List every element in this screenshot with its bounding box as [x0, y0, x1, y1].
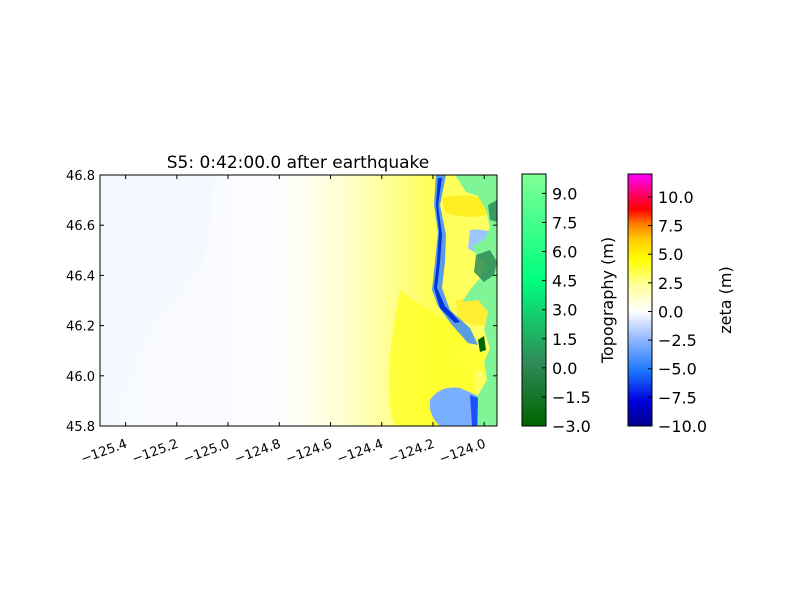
- x-tick-label: −125.2: [130, 437, 180, 468]
- zeta-colorbar-tick-label: 7.5: [658, 217, 683, 236]
- x-tick-label: −124.4: [335, 437, 385, 468]
- topography-colorbar-tick-label: −1.5: [552, 388, 591, 407]
- zeta-colorbar-tick-label: −10.0: [658, 417, 707, 436]
- zeta-colorbar-tick-label: 0.0: [658, 302, 683, 321]
- zeta-colorbar-gradient: [627, 173, 653, 427]
- x-tick-label: −125.0: [181, 437, 231, 468]
- zeta-colorbar-ticks: −10.0 −7.5 −5.0 −2.5 0.0 2.5 5.0 7.5 10.0: [648, 188, 707, 436]
- topography-colorbar-tick-label: 3.0: [552, 301, 577, 320]
- topography-colorbar-tick-label: 9.0: [552, 184, 577, 203]
- topography-colorbar-ticks: −3.0 −1.5 0.0 1.5 3.0 4.5 6.0 7.5 9.0: [542, 184, 591, 436]
- land-lowland-green: [474, 250, 497, 282]
- land-coast-dark: [478, 336, 486, 352]
- deep-ocean-region: [100, 175, 215, 426]
- x-tick-label: −124.6: [284, 437, 334, 468]
- x-tick-label: −125.4: [79, 437, 129, 468]
- x-tick-label: −124.2: [386, 437, 436, 468]
- y-tick-label: 45.8: [66, 420, 95, 435]
- yellow-wave-south: [455, 348, 490, 372]
- y-tick-label: 46.8: [66, 169, 95, 184]
- topography-colorbar-tick-label: 7.5: [552, 213, 577, 232]
- y-axis: 45.8 46.0 46.2 46.4 46.6 46.8: [66, 169, 497, 435]
- topography-colorbar-gradient: [521, 173, 547, 427]
- zeta-colorbar-tick-label: 2.5: [658, 274, 683, 293]
- topography-colorbar-tick-label: 1.5: [552, 330, 577, 349]
- topography-colorbar: −3.0 −1.5 0.0 1.5 3.0 4.5 6.0 7.5 9.0 Topography…: [521, 173, 617, 436]
- y-tick-label: 46.0: [66, 370, 95, 385]
- zeta-colorbar-tick-label: 10.0: [658, 188, 694, 207]
- yellow-wave-north: [442, 195, 488, 217]
- heatmap-field: [100, 175, 497, 426]
- topography-colorbar-tick-label: 0.0: [552, 359, 577, 378]
- chart-title: S5: 0:42:00.0 after earthquake: [167, 153, 430, 173]
- negative-wave-south: [429, 387, 478, 426]
- x-tick-label: −124.0: [438, 437, 488, 468]
- topography-colorbar-tick-label: −3.0: [552, 417, 591, 436]
- negative-wave-core: [434, 178, 460, 323]
- x-tick-label: −124.8: [233, 437, 283, 468]
- zeta-colorbar: −10.0 −7.5 −5.0 −2.5 0.0 2.5 5.0 7.5 10.0 zeta (…: [627, 173, 735, 436]
- topography-colorbar-label: Topography (m): [598, 237, 617, 364]
- topography-colorbar-tick-label: 6.0: [552, 243, 577, 262]
- topography-colorbar-tick-label: 4.5: [552, 272, 577, 291]
- plot-axes-frame: [99, 174, 498, 427]
- y-tick-label: 46.4: [66, 269, 95, 284]
- zeta-colorbar-tick-label: 5.0: [658, 245, 683, 264]
- y-tick-label: 46.6: [66, 219, 95, 234]
- y-tick-label: 46.2: [66, 320, 95, 335]
- negative-wave-band: [432, 175, 478, 345]
- land-lowland-green-north: [488, 200, 497, 222]
- zeta-colorbar-tick-label: −7.5: [658, 388, 697, 407]
- negative-wave-south-core: [470, 395, 478, 426]
- zeta-colorbar-label: zeta (m): [716, 266, 735, 333]
- zeta-colorbar-tick-label: −5.0: [658, 360, 697, 379]
- zeta-colorbar-tick-label: −2.5: [658, 331, 697, 350]
- land-topography: [455, 175, 497, 426]
